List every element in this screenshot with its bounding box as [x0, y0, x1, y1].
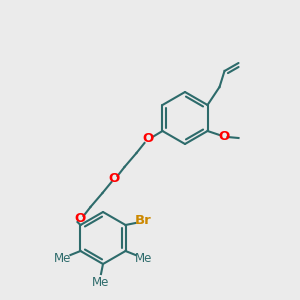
Text: Me: Me: [54, 253, 71, 266]
Text: O: O: [218, 130, 229, 142]
Text: O: O: [143, 133, 154, 146]
Text: Me: Me: [135, 253, 152, 266]
Text: Br: Br: [135, 214, 152, 227]
Text: O: O: [75, 212, 86, 226]
Text: Me: Me: [92, 275, 110, 289]
Text: O: O: [109, 172, 120, 185]
